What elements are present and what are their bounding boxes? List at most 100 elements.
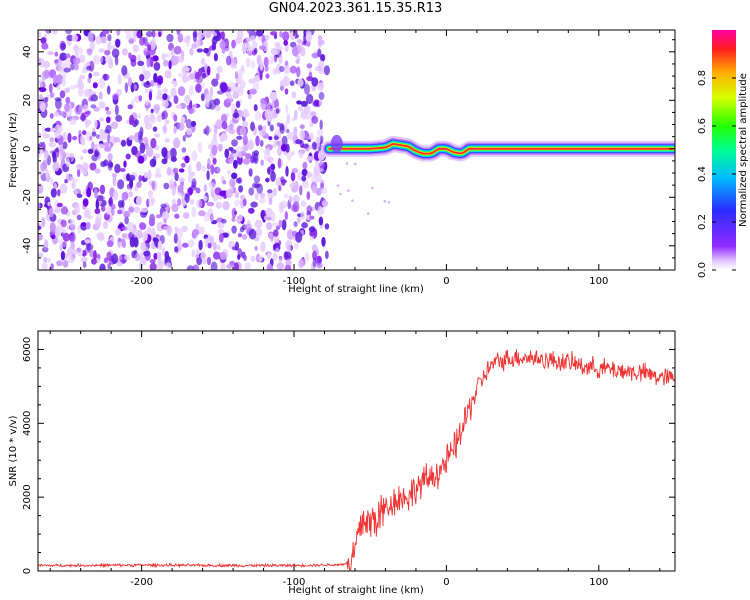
spectrogram-noise-speck <box>124 255 130 261</box>
spectrogram-noise-speck <box>121 191 129 201</box>
spectrogram-noise-speck <box>250 201 258 208</box>
spectrogram-noise-speck <box>266 252 272 259</box>
spectrogram-y-tick-label: 40 <box>22 45 33 58</box>
spectrogram-noise-speck <box>387 201 391 204</box>
spectrogram-noise-speck <box>174 55 179 65</box>
spectrogram-noise-speck <box>304 83 310 95</box>
spectrogram-noise-speck <box>185 118 192 129</box>
spectrogram-noise-speck <box>44 96 49 103</box>
spectrogram-noise-speck <box>154 173 162 178</box>
spectrogram-noise-speck <box>154 106 160 114</box>
spectrogram-noise-speck <box>231 39 236 49</box>
spectrogram-noise-speck <box>184 193 190 203</box>
spectrogram-noise-speck <box>300 100 308 107</box>
spectrogram-y-tick-label: -20 <box>22 189 33 205</box>
spectrogram-noise-speck <box>215 106 221 112</box>
spectrogram-noise-speck <box>74 62 79 71</box>
spectrogram-noise-speck <box>115 228 121 235</box>
spectrogram-noise-speck <box>213 251 221 260</box>
spectrogram-noise-speck <box>143 250 151 257</box>
spectrogram-noise-speck <box>98 77 106 89</box>
spectrogram-noise-speck <box>293 126 298 137</box>
spectrogram-noise-speck <box>157 114 162 123</box>
spectrogram-noise-speck <box>163 59 169 67</box>
spectrogram-noise-speck <box>157 75 164 85</box>
spectrogram-noise-speck <box>289 183 294 188</box>
colorbar-ticks: 0.0 0.2 0.4 0.6 0.8 <box>697 70 736 278</box>
spectrogram-noise-speck <box>168 60 172 70</box>
spectrogram-noise-speck <box>311 77 319 87</box>
spectrogram-noise-speck <box>80 155 84 161</box>
spectrogram-noise-speck <box>321 200 328 208</box>
spectrogram-noise-speck <box>94 208 101 215</box>
spectrogram-noise-speck <box>297 39 303 49</box>
spectrogram-noise-speck <box>263 56 269 67</box>
spectrogram-noise-speck <box>274 235 280 243</box>
spectrogram-noise-speck <box>161 100 169 108</box>
spectrogram-noise-speck <box>128 135 135 141</box>
spectrogram-noise-speck <box>164 70 172 79</box>
spectrogram-noise-speck <box>247 30 254 35</box>
spectrogram-noise-speck <box>201 93 205 102</box>
spectrogram-noise-speck <box>153 72 158 83</box>
spectrogram-noise-speck <box>192 229 200 236</box>
spectrogram-noise-speck <box>39 102 46 112</box>
spectrogram-noise-speck <box>104 146 112 152</box>
spectrogram-noise-speck <box>210 261 218 270</box>
spectrogram-noise-speck <box>186 265 195 270</box>
spectrogram-noise-speck <box>133 206 140 213</box>
spectrogram-noise-speck <box>137 155 145 164</box>
spectrogram-noise-speck <box>230 63 238 70</box>
spectrogram-noise-speck <box>177 122 185 131</box>
spectrogram-noise-speck <box>220 114 228 123</box>
spectrogram-noise-speck <box>245 153 252 160</box>
spectrogram-noise-speck <box>137 54 141 63</box>
spectrogram-noise-speck <box>187 164 192 175</box>
snr-series-line <box>38 349 675 571</box>
spectrogram-noise-speck <box>49 113 54 119</box>
spectrogram-noise-speck <box>56 260 63 267</box>
spectrogram-noise-speck <box>121 226 128 231</box>
spectrogram-noise-speck <box>146 147 154 158</box>
spectrogram-noise-speck <box>314 66 322 72</box>
spectrogram-noise-speck <box>139 74 145 82</box>
spectrogram-noise-speck <box>275 108 280 114</box>
spectrogram-noise-speck <box>192 31 197 43</box>
spectrogram-noise-speck <box>219 251 227 261</box>
spectrogram-noise-speck <box>268 136 273 141</box>
spectrogram-noise-speck <box>251 182 260 189</box>
spectrogram-noise-speck <box>267 189 273 194</box>
spectrogram-noise-speck <box>283 65 291 75</box>
spectrogram-noise-speck <box>151 30 156 38</box>
spectrogram-noise-speck <box>305 32 312 43</box>
spectrogram-noise-speck <box>67 132 72 143</box>
spectrogram-noise-speck <box>107 34 112 42</box>
spectrogram-noise-speck <box>318 42 322 48</box>
spectrogram-noise-speck <box>159 262 166 268</box>
spectrogram-noise-speck <box>239 126 247 136</box>
spectrogram-noise-speck <box>290 151 295 156</box>
spectrogram-noise-speck <box>302 161 308 170</box>
spectrogram-noise-speck <box>281 181 286 186</box>
spectrogram-noise-speck <box>131 227 136 235</box>
spectrogram-noise-speck <box>54 124 61 136</box>
snr-y-tick-label: 2000 <box>22 484 33 509</box>
spectrogram-noise-speck <box>284 88 289 95</box>
spectrogram-noise-speck <box>251 41 258 50</box>
spectrogram-noise-speck <box>90 94 99 102</box>
spectrogram-noise-speck <box>220 262 226 270</box>
spectrogram-noise-speck <box>74 204 80 215</box>
spectrogram-noise-speck <box>243 113 247 118</box>
spectrogram-noise-speck <box>291 46 299 57</box>
spectrogram-y-axis-label: Frequency (Hz) <box>8 112 19 188</box>
spectrogram-noise-speck <box>149 262 157 270</box>
spectrogram-noise-speck <box>144 88 149 94</box>
spectrogram-noise-speck <box>173 126 177 134</box>
spectrogram-noise-speck <box>254 192 259 201</box>
spectrogram-noise-speck <box>82 198 89 207</box>
spectrogram-noise-speck <box>309 215 315 220</box>
spectrogram-noise-speck <box>234 241 240 251</box>
spectrogram-noise-speck <box>234 71 238 79</box>
spectrogram-noise-speck <box>196 199 203 209</box>
spectrogram-signal-layer <box>328 143 675 155</box>
